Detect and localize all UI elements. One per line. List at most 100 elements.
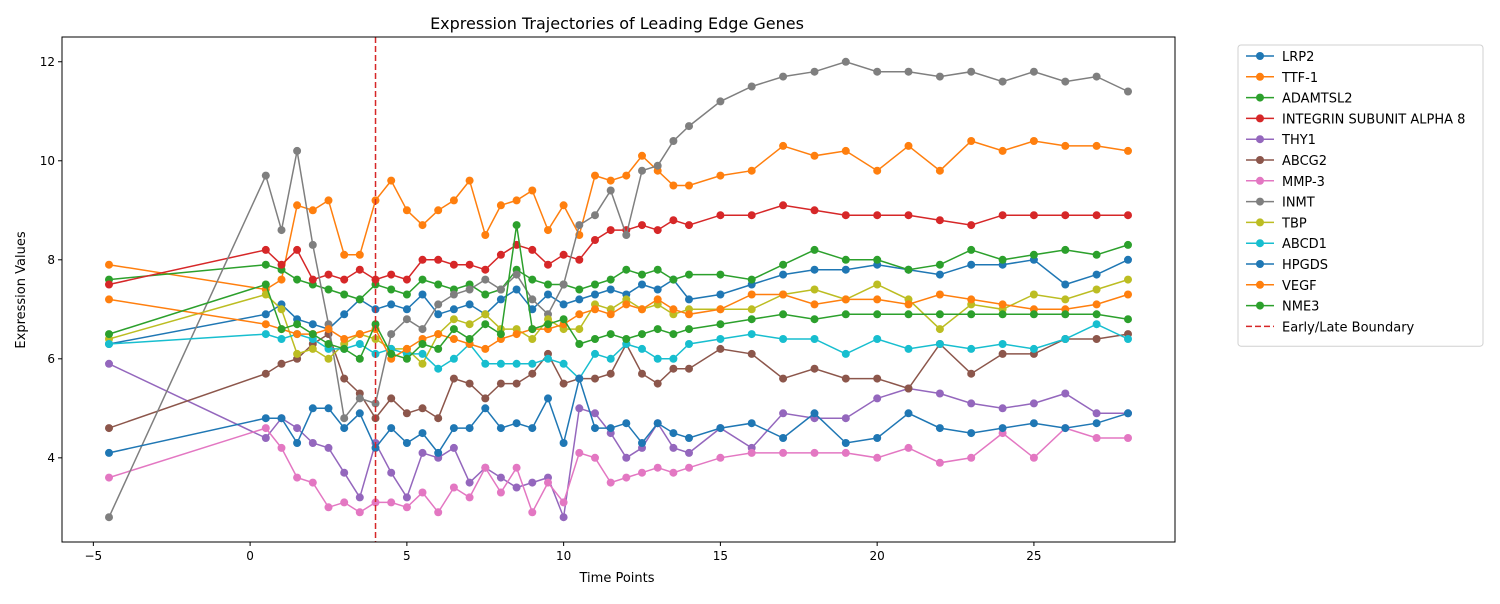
data-point <box>402 315 411 324</box>
data-point <box>449 424 458 433</box>
data-point <box>575 374 584 383</box>
data-point <box>967 221 976 230</box>
data-point <box>747 349 756 358</box>
data-point <box>779 310 788 319</box>
data-point <box>606 478 615 487</box>
data-point <box>308 320 317 329</box>
data-point <box>293 320 302 329</box>
data-point <box>967 295 976 304</box>
data-point <box>308 206 317 215</box>
data-point <box>935 325 944 334</box>
data-point <box>716 290 725 299</box>
data-point <box>685 463 693 472</box>
data-point <box>904 409 913 418</box>
data-point <box>324 404 333 413</box>
data-point <box>512 359 521 368</box>
data-point <box>716 344 725 353</box>
data-point <box>747 305 756 314</box>
data-point <box>340 374 349 383</box>
data-point <box>638 305 646 314</box>
data-point <box>716 335 725 343</box>
data-point <box>355 340 364 348</box>
data-point <box>324 443 333 452</box>
data-point <box>277 443 286 452</box>
y-tick-label: 4 <box>47 451 55 465</box>
series-adamtsl2 <box>105 240 1132 304</box>
data-point <box>591 305 599 314</box>
data-point <box>967 310 976 319</box>
data-point <box>105 424 113 433</box>
data-point <box>340 344 349 353</box>
data-point <box>418 359 427 368</box>
data-point <box>105 295 113 304</box>
legend-marker <box>1256 156 1264 164</box>
data-point <box>293 424 302 433</box>
data-point <box>402 354 411 363</box>
legend-marker <box>1256 135 1264 144</box>
data-point <box>371 275 380 284</box>
data-point <box>810 409 819 418</box>
data-point <box>779 434 788 442</box>
data-point <box>1061 280 1070 289</box>
data-point <box>967 344 976 353</box>
data-point <box>669 468 678 477</box>
data-point <box>873 255 882 264</box>
data-point <box>371 320 380 329</box>
data-point <box>559 280 568 289</box>
data-point <box>261 171 270 180</box>
data-point <box>261 414 270 423</box>
data-point <box>465 335 474 343</box>
data-point <box>606 275 615 284</box>
data-point <box>591 409 599 418</box>
data-point <box>434 310 443 319</box>
data-point <box>402 439 411 447</box>
data-point <box>481 344 490 353</box>
data-point <box>1029 419 1038 428</box>
legend-marker <box>1256 301 1264 310</box>
data-point <box>512 285 521 294</box>
y-axis: 4 6 8 10 12 <box>40 55 62 465</box>
data-point <box>496 330 505 339</box>
data-point <box>967 137 976 145</box>
data-point <box>544 260 552 269</box>
data-point <box>841 295 850 304</box>
legend-frame <box>1237 44 1484 347</box>
legend-marker <box>1256 280 1264 289</box>
data-point <box>293 349 302 358</box>
data-point <box>935 424 944 433</box>
legend: LRP2 TTF-1 ADAMTSL2 INTEGRIN SUBUNIT ALPHA … <box>1237 44 1484 347</box>
legend-item: VEGF <box>1246 279 1317 294</box>
data-point <box>935 72 944 81</box>
data-point <box>559 498 568 507</box>
data-point <box>496 488 505 497</box>
data-point <box>669 354 678 363</box>
data-point <box>779 260 788 269</box>
data-point <box>904 443 913 452</box>
data-point <box>873 211 882 220</box>
data-point <box>481 231 490 239</box>
data-point <box>465 493 474 502</box>
data-point <box>685 364 693 373</box>
data-point <box>606 310 615 319</box>
data-point <box>669 216 678 225</box>
data-point <box>779 448 788 457</box>
data-point <box>1029 344 1038 353</box>
data-point <box>575 404 584 413</box>
data-point <box>935 340 944 348</box>
data-point <box>402 344 411 353</box>
data-point <box>575 448 584 457</box>
data-point <box>402 493 411 502</box>
data-point <box>418 448 427 457</box>
data-point <box>496 285 505 294</box>
data-point <box>904 300 913 309</box>
data-point <box>873 394 882 403</box>
data-point <box>1061 141 1070 150</box>
x-tick-label: −5 <box>85 549 103 563</box>
data-point <box>293 439 302 447</box>
data-point <box>638 369 646 378</box>
series-abcd1 <box>105 320 1132 383</box>
data-point <box>747 82 756 91</box>
data-point <box>1061 310 1070 319</box>
data-point <box>1061 211 1070 220</box>
data-point <box>716 211 725 220</box>
